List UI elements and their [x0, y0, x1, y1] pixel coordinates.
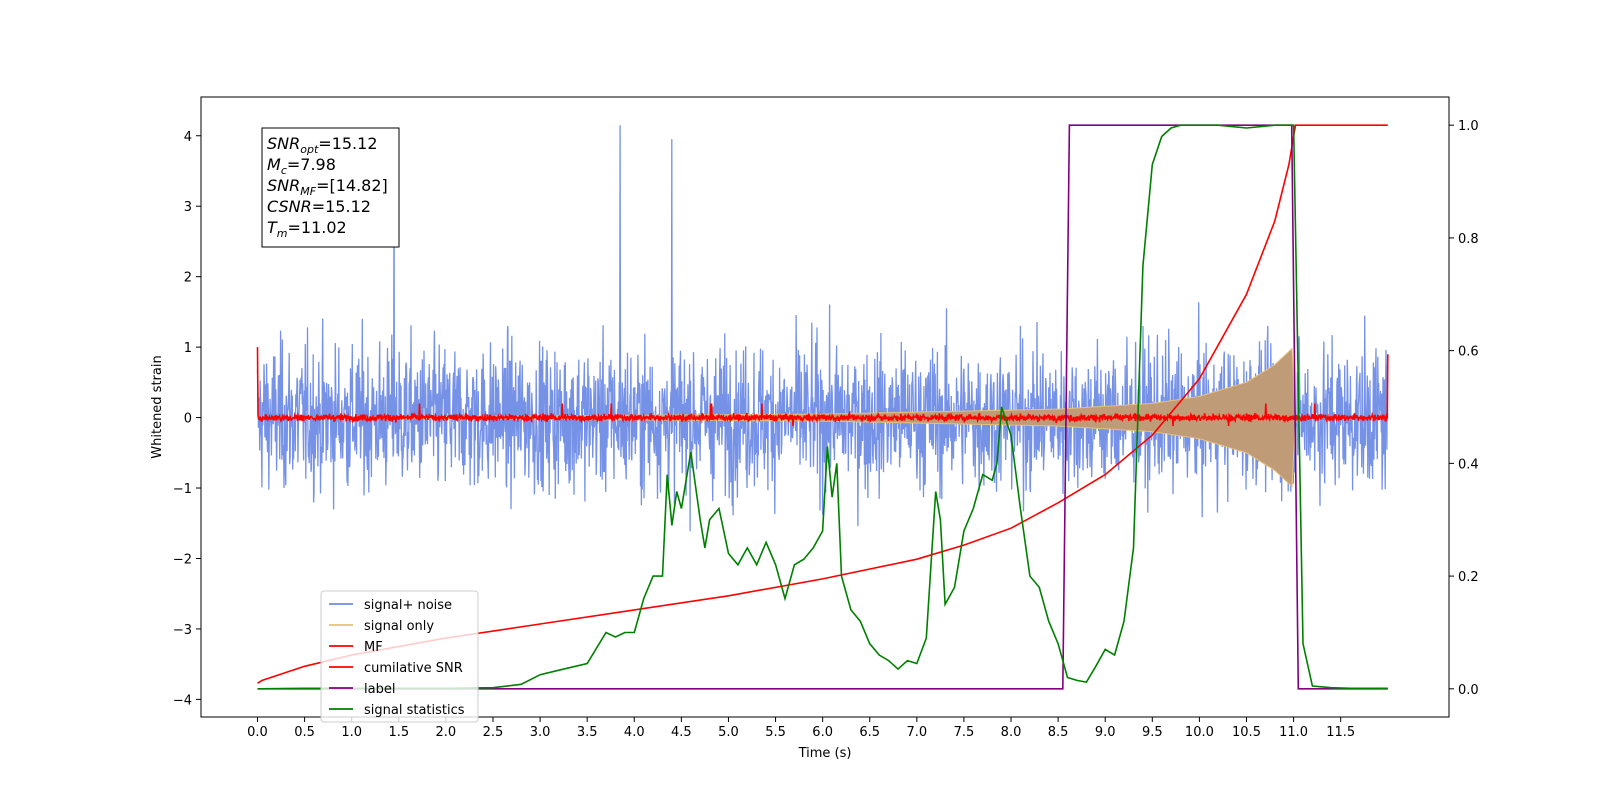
y-tick-label: −4	[173, 693, 192, 708]
x-tick-label: 9.0	[1095, 725, 1116, 740]
legend-label: signal+ noise	[364, 598, 452, 613]
x-tick-label: 2.5	[483, 725, 504, 740]
x-tick-label: 9.5	[1142, 725, 1163, 740]
y-axis-right: 0.0 0.2 0.4 0.6 0.8 1.0	[1449, 119, 1479, 698]
info-box: SNRopt=15.12Mc=7.98SNRMF=[14.82]CSNR=15.…	[261, 127, 400, 248]
x-tick-label: 1.0	[341, 725, 362, 740]
y-tick-label: 4	[184, 130, 192, 145]
legend-label: label	[364, 682, 395, 697]
y-right-tick-label: 0.8	[1458, 232, 1479, 247]
info-box-frame	[261, 127, 400, 248]
legend-label: cumilative SNR	[364, 661, 463, 676]
x-tick-label: 10.5	[1232, 725, 1261, 740]
axes-frame	[200, 96, 1450, 718]
y-right-tick-label: 0.6	[1458, 345, 1479, 360]
x-tick-label: 8.0	[1001, 725, 1022, 740]
x-tick-label: 6.0	[812, 725, 833, 740]
x-tick-label: 3.5	[577, 725, 598, 740]
x-tick-label: 8.5	[1048, 725, 1069, 740]
x-tick-label: 11.5	[1326, 725, 1355, 740]
y-tick-label: −1	[173, 482, 192, 497]
y-axis-left: −4 −3 −2 −1 0 1 2 3 4	[173, 130, 201, 708]
y-tick-label: 1	[184, 341, 192, 356]
x-tick-label: 1.5	[388, 725, 409, 740]
legend-label: MF	[364, 640, 383, 655]
x-tick-label: 3.0	[530, 725, 551, 740]
y-tick-label: −3	[173, 623, 192, 638]
x-axis: 0.0 0.5 1.0 1.5 2.0 2.5 3.0 3.5 4.0 4.5 5.0 5.5 6.0 6…	[247, 717, 1355, 740]
x-tick-label: 4.5	[671, 725, 692, 740]
legend-frame	[320, 590, 479, 723]
legend-label: signal only	[364, 619, 434, 634]
info-line: Tm=11.02	[267, 218, 347, 240]
series-mf	[256, 347, 1389, 427]
y-right-tick-label: 0.2	[1458, 570, 1479, 585]
y-tick-label: 3	[184, 200, 192, 215]
x-tick-label: 2.0	[436, 725, 457, 740]
x-tick-label: 5.5	[765, 725, 786, 740]
info-line: CSNR=15.12	[267, 197, 371, 216]
x-tick-label: 7.0	[906, 725, 927, 740]
x-tick-label: 11.0	[1279, 725, 1308, 740]
info-line: SNRMF=[14.82]	[267, 176, 388, 198]
y-tick-label: 0	[184, 412, 192, 427]
y-right-tick-label: 0.0	[1458, 683, 1479, 698]
x-tick-label: 0.5	[294, 725, 315, 740]
legend: signal+ noise signal only MF cumilative SNR…	[320, 590, 479, 723]
series-signal-statistics	[257, 124, 1388, 690]
x-tick-label: 4.0	[624, 725, 645, 740]
x-tick-label: 6.5	[859, 725, 880, 740]
y-right-tick-label: 0.4	[1458, 457, 1479, 472]
info-line: Mc=7.98	[267, 155, 336, 177]
info-line: SNRopt=15.12	[267, 134, 378, 156]
x-tick-label: 5.0	[718, 725, 739, 740]
legend-label: signal statistics	[364, 703, 465, 718]
y-tick-label: −2	[173, 552, 192, 567]
y-tick-label: 2	[184, 271, 192, 286]
x-axis-label: Time (s)	[798, 746, 852, 761]
y-axis-label: Whitened strain	[150, 355, 165, 458]
y-right-tick-label: 1.0	[1458, 119, 1479, 134]
x-tick-label: 0.0	[247, 725, 268, 740]
x-tick-label: 10.0	[1185, 725, 1214, 740]
x-tick-label: 7.5	[954, 725, 975, 740]
